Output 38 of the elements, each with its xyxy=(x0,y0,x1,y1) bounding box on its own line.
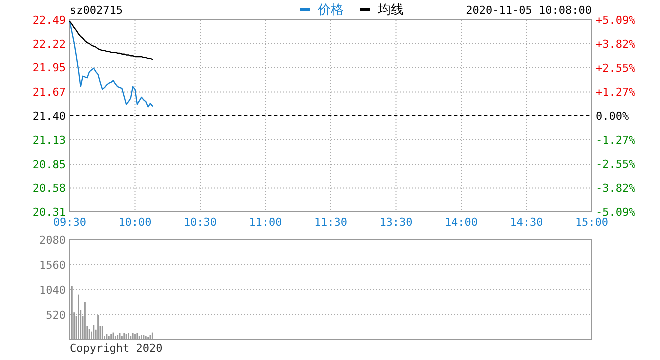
y2-tick-label: 0.00% xyxy=(596,110,630,123)
x-tick-label: 11:00 xyxy=(249,216,282,229)
y2-tick-label: -2.55% xyxy=(596,158,636,172)
text: 2020-11-05 10:08:00 xyxy=(466,4,592,17)
y-tick-label: 2080 xyxy=(40,234,66,247)
y2-tick-label: +5.09% xyxy=(596,14,636,27)
y2-tick-label: -5.09% xyxy=(596,206,636,219)
x-tick-label: 11:30 xyxy=(314,216,348,229)
x-tick-label: 15:00 xyxy=(575,216,609,229)
y-tick-label: 1040 xyxy=(40,284,66,297)
y-tick-label: 22.22 xyxy=(32,38,66,51)
line-series xyxy=(69,21,154,60)
y2-tick-label: -1.27% xyxy=(596,134,636,147)
legend-label: 均线 xyxy=(377,3,404,18)
y-tick-label: 21.67 xyxy=(32,86,66,100)
y-tick-label: 21.40 xyxy=(32,110,66,123)
y2-tick-label: +3.82% xyxy=(596,38,636,51)
x-tick-label: 10:30 xyxy=(184,216,218,229)
y-tick-label: 21.95 xyxy=(32,62,66,75)
y-tick-label: 21.13 xyxy=(32,134,66,147)
x-tick-label: 10:00 xyxy=(118,216,152,229)
y-tick-label: 1560 xyxy=(40,259,66,272)
y2-tick-label: +2.55% xyxy=(596,62,636,75)
x-tick-label: 13:30 xyxy=(380,216,413,229)
line-series xyxy=(69,21,154,108)
text: Copyright 2020 xyxy=(70,342,163,355)
legend-label: 价格 xyxy=(317,3,344,18)
y2-tick-label: -3.82% xyxy=(596,182,636,196)
y2-tick-label: +1.27% xyxy=(596,86,636,100)
y-tick-label: 20.58 xyxy=(32,182,66,196)
x-tick-label: 14:00 xyxy=(444,216,478,229)
y-tick-label: 20.85 xyxy=(32,158,66,172)
chart-title: sz002715 xyxy=(70,4,123,17)
x-tick-label: 09:30 xyxy=(53,216,87,229)
x-tick-label: 14:30 xyxy=(510,216,544,229)
y-tick-label: 20.31 xyxy=(32,206,66,219)
y-tick-label: 22.49 xyxy=(32,14,66,27)
y-tick-label: 520 xyxy=(46,309,66,322)
